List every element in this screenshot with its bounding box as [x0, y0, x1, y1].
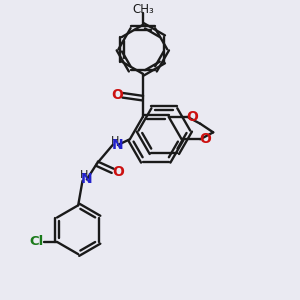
- Text: CH₃: CH₃: [132, 3, 154, 16]
- Text: O: O: [112, 165, 124, 179]
- Text: Cl: Cl: [29, 236, 43, 248]
- Text: O: O: [200, 132, 211, 146]
- Text: O: O: [187, 110, 199, 124]
- Text: H: H: [80, 170, 88, 180]
- Text: H: H: [111, 136, 119, 146]
- Text: N: N: [81, 172, 93, 186]
- Text: N: N: [112, 138, 124, 152]
- Text: O: O: [111, 88, 123, 102]
